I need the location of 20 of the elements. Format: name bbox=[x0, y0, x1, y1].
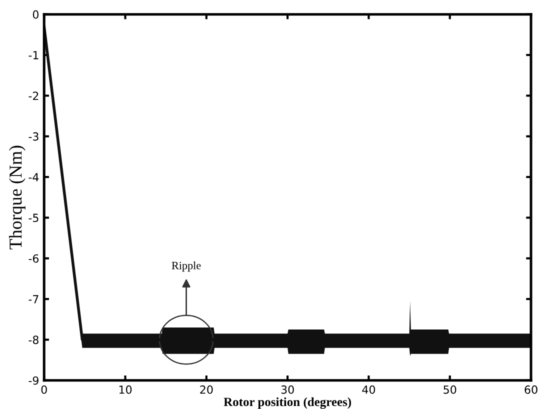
y-axis-title: Thorque (Nm) bbox=[9, 146, 26, 250]
y-tick-label: -8 bbox=[28, 336, 38, 344]
y-tick-label: 0 bbox=[32, 10, 39, 19]
y-tick-label: -2 bbox=[28, 92, 38, 100]
x-tick-label: 60 bbox=[524, 385, 538, 394]
x-tick-label: 50 bbox=[444, 385, 456, 394]
y-tick-label: -4 bbox=[28, 173, 39, 182]
x-tick-label: 0 bbox=[41, 385, 47, 394]
y-tick-label: -3 bbox=[28, 132, 38, 141]
y-tick-label: -7 bbox=[28, 295, 38, 304]
y-tick-label: -6 bbox=[28, 254, 39, 263]
y-tick-label: -9 bbox=[28, 376, 38, 385]
y-tick-label: -5 bbox=[28, 214, 38, 222]
x-axis-title: Rotor position (degrees) bbox=[224, 397, 352, 409]
x-tick-label: 40 bbox=[362, 385, 376, 394]
x-tick-label: 20 bbox=[200, 385, 213, 394]
x-tick-label: 30 bbox=[281, 385, 294, 394]
annotation: Ripple bbox=[172, 261, 201, 272]
y-tick-label: -1 bbox=[28, 51, 38, 60]
x-tick-label: 10 bbox=[119, 385, 132, 394]
